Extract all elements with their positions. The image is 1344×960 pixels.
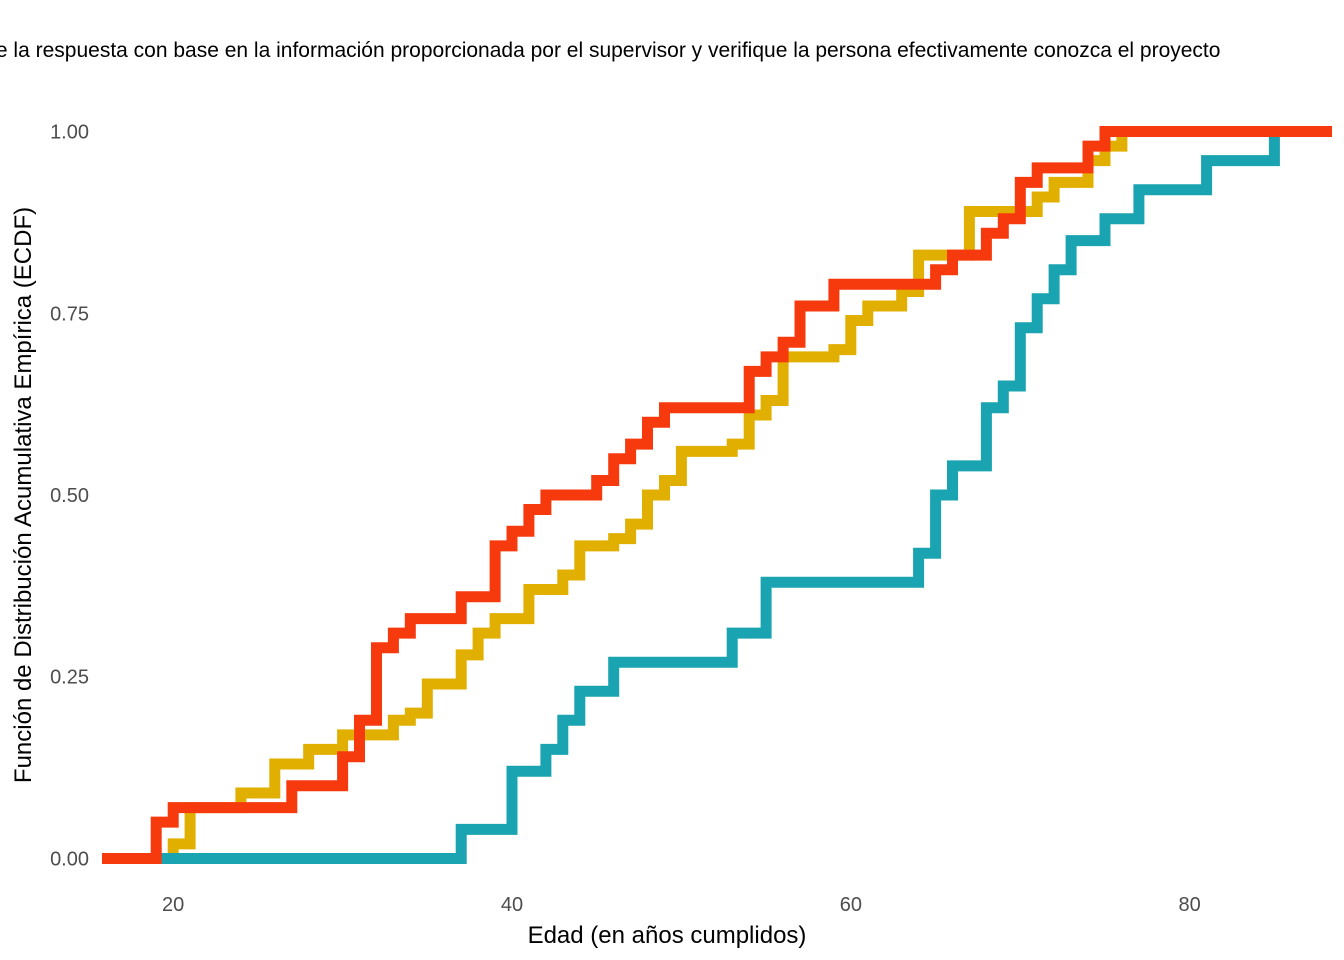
ecdf-series-group xyxy=(102,126,1332,864)
x-tick-label: 40 xyxy=(501,894,523,916)
y-tick-label: 0.50 xyxy=(50,485,89,507)
ecdf-series-3-line xyxy=(102,126,1332,864)
y-tick-label: 0.00 xyxy=(50,848,89,870)
y-axis-title: Función de Distribución Acumulativa Empí… xyxy=(10,207,37,783)
x-tick-label: 20 xyxy=(162,894,184,916)
x-axis-title: Edad (en años cumplidos) xyxy=(528,922,807,949)
y-axis-ticks: 0.00 0.25 0.50 0.75 1.00 xyxy=(50,122,89,871)
y-tick-label: 0.25 xyxy=(50,667,89,689)
x-tick-label: 80 xyxy=(1179,894,1201,916)
y-tick-label: 0.75 xyxy=(50,303,89,325)
x-tick-label: 60 xyxy=(840,894,862,916)
ecdf-series-2-line xyxy=(102,126,1332,864)
x-axis-ticks: 20 40 60 80 xyxy=(162,894,1201,916)
chart-title: Conteste la respuesta con base en la inf… xyxy=(0,39,1220,62)
y-tick-label: 1.00 xyxy=(50,122,89,144)
ecdf-series-1-line xyxy=(102,126,1332,864)
